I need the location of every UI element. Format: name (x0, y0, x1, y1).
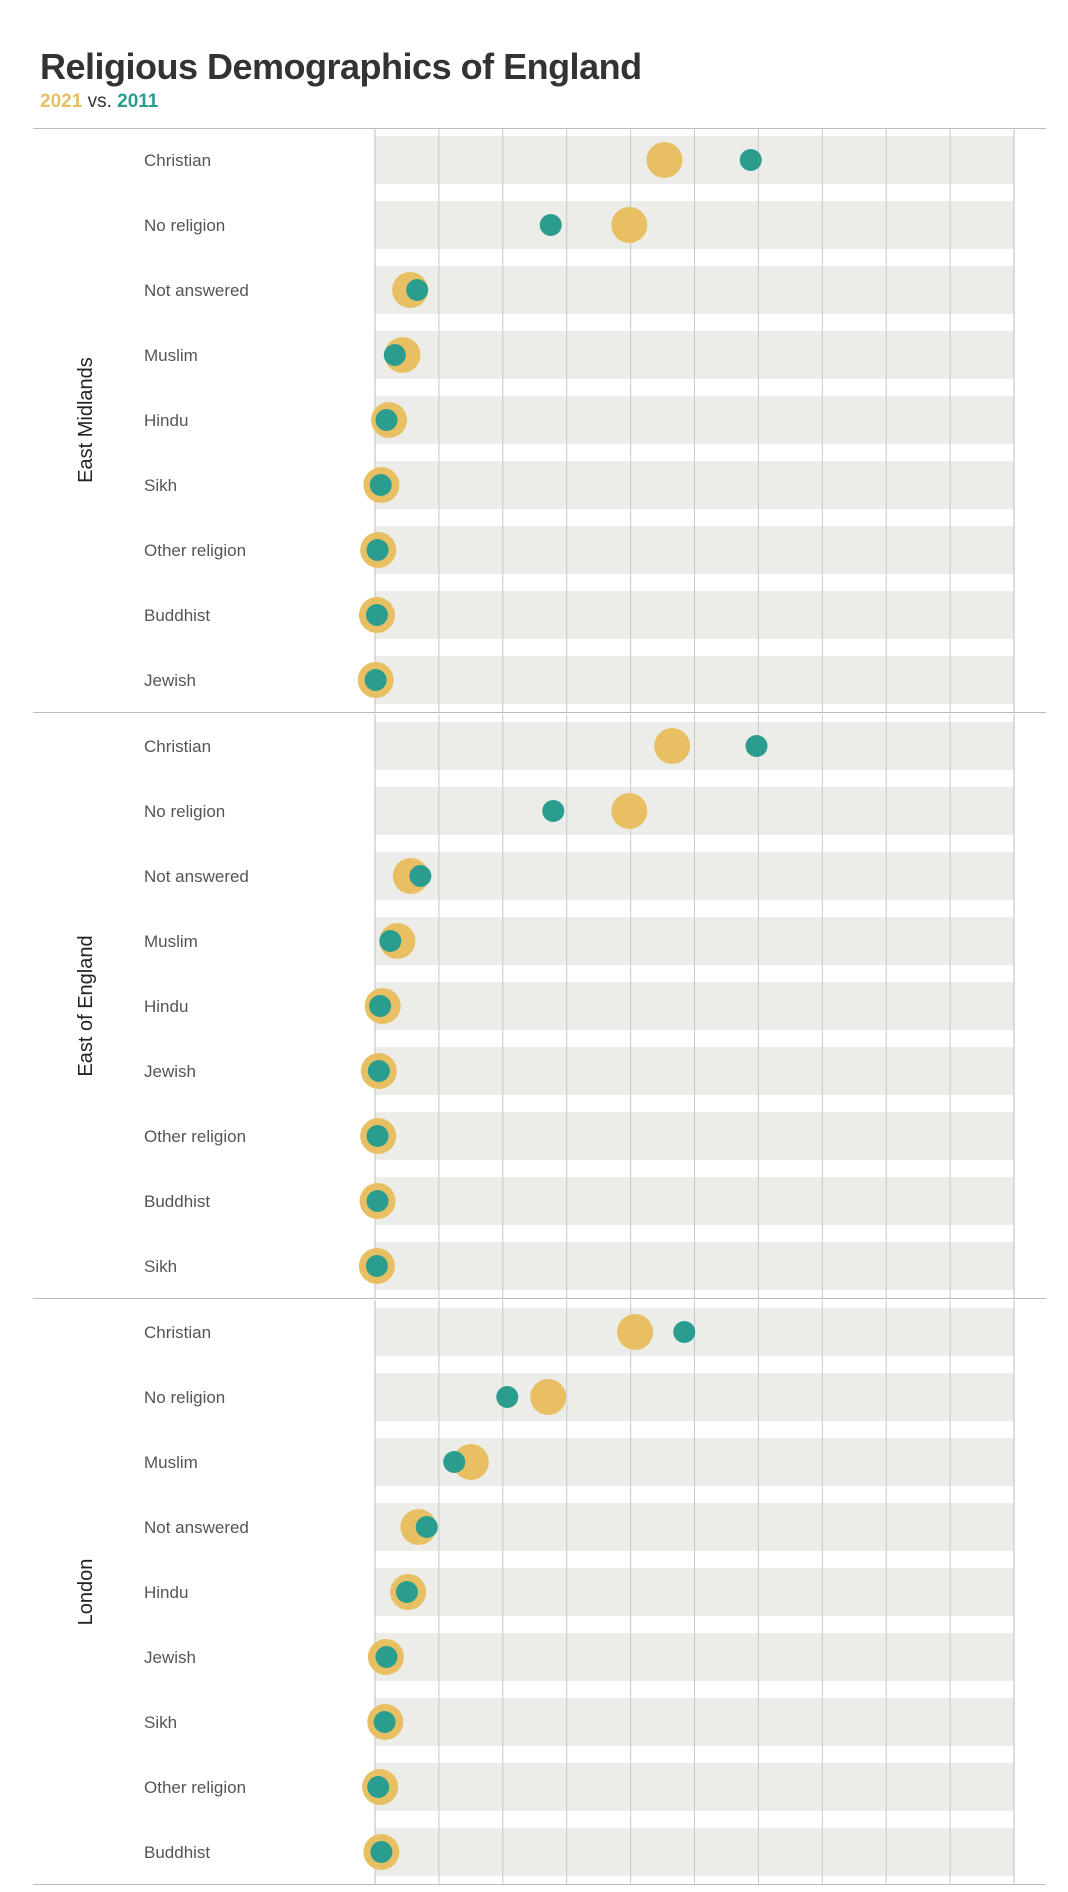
dot-2021 (452, 1444, 489, 1480)
dot-2021 (611, 207, 648, 243)
row-label: No religion (144, 802, 225, 821)
dot-2021 (611, 793, 648, 829)
dot-2011 (369, 474, 392, 496)
row-label: Not answered (144, 867, 249, 886)
dot-2021 (654, 728, 691, 764)
row-label: Not answered (144, 1518, 249, 1537)
row-label: Muslim (144, 1453, 198, 1472)
dot-2021 (617, 1314, 654, 1350)
row-label: Other religion (144, 1127, 246, 1146)
group-label: East Midlands (75, 357, 97, 483)
dot-2011 (375, 1646, 398, 1668)
dot-2011 (364, 669, 387, 691)
row-label: Jewish (144, 1062, 196, 1081)
row-label: Sikh (144, 1257, 177, 1276)
dot-2021 (646, 142, 683, 178)
dot-2011 (496, 1386, 519, 1408)
row-label: Buddhist (144, 606, 210, 625)
dot-2011 (379, 930, 402, 952)
group-label: London (75, 1559, 97, 1626)
dot-2011 (366, 539, 389, 561)
dot-2011 (369, 995, 392, 1017)
dot-2011 (383, 344, 406, 366)
dot-2011 (673, 1321, 696, 1343)
dot-2011 (373, 1711, 396, 1733)
row-label: Hindu (144, 411, 188, 430)
dot-2011 (739, 149, 762, 171)
dot-2011 (370, 1841, 393, 1863)
dot-2011 (367, 1060, 390, 1082)
row-label: Christian (144, 737, 211, 756)
dot-2011 (415, 1516, 438, 1538)
row-label: Not answered (144, 281, 249, 300)
row-label: Sikh (144, 476, 177, 495)
row-label: Muslim (144, 346, 198, 365)
dot-2011 (367, 1776, 390, 1798)
chart-title: Religious Demographics of England (40, 46, 642, 87)
chart-subtitle: 2021 vs. 2011 (40, 91, 158, 113)
group-label: East of England (75, 935, 97, 1076)
dot-2011 (443, 1451, 466, 1473)
dot-2011 (539, 214, 562, 236)
row-label: Jewish (144, 1648, 196, 1667)
row-label: No religion (144, 216, 225, 235)
dot-2011 (366, 1125, 389, 1147)
dot-2011 (406, 279, 429, 301)
row-label: Hindu (144, 997, 188, 1016)
dot-2011 (366, 1190, 389, 1212)
dot-2011 (365, 1255, 388, 1277)
row-label: Jewish (144, 671, 196, 690)
row-label: Muslim (144, 932, 198, 951)
dot-2011 (375, 409, 398, 431)
row-label: Christian (144, 151, 211, 170)
row-label: Christian (144, 1323, 211, 1342)
dot-2011 (542, 800, 565, 822)
row-label: No religion (144, 1388, 225, 1407)
row-label: Other religion (144, 1778, 246, 1797)
row-label: Other religion (144, 541, 246, 560)
dot-2011 (395, 1581, 418, 1603)
row-label: Buddhist (144, 1192, 210, 1211)
legend-2021: 2021 (40, 91, 83, 112)
dot-2011 (745, 735, 768, 757)
legend-separator: vs. (87, 91, 112, 112)
dot-2011 (409, 865, 432, 887)
dot-2021 (530, 1379, 567, 1415)
row-label: Sikh (144, 1713, 177, 1732)
row-label: Hindu (144, 1583, 188, 1602)
dot-2011 (365, 604, 388, 626)
row-label: Buddhist (144, 1843, 210, 1862)
legend-2011: 2011 (117, 91, 159, 112)
